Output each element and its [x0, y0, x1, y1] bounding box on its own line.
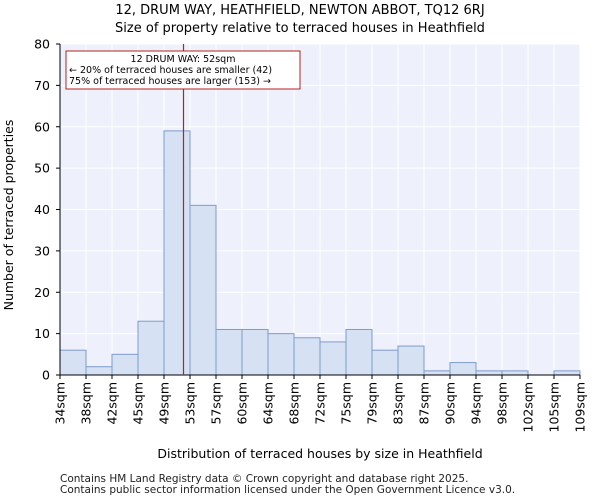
x-tick-label: 64sqm [261, 382, 276, 425]
y-tick-label: 40 [34, 202, 50, 217]
histogram-bar [371, 349, 399, 376]
x-tick-label: 60sqm [235, 382, 250, 425]
histogram-bar [85, 366, 113, 376]
histogram-bar [475, 370, 503, 376]
x-tick-label: 109sqm [573, 382, 588, 432]
annotation-line-1: 12 DRUM WAY: 52sqm [131, 54, 236, 65]
chart-subtitle: Size of property relative to terraced ho… [115, 21, 485, 36]
y-tick-label: 60 [34, 119, 50, 134]
x-tick-label: 87sqm [417, 382, 432, 425]
histogram-bar [163, 130, 191, 376]
x-tick-label: 68sqm [287, 382, 302, 425]
histogram-bar [423, 370, 451, 376]
x-tick-label: 105sqm [547, 382, 562, 432]
histogram-bar [215, 328, 243, 376]
x-tick-label: 94sqm [469, 382, 484, 425]
y-tick-label: 10 [34, 326, 50, 341]
chart-title: 12, DRUM WAY, HEATHFIELD, NEWTON ABBOT, … [115, 3, 485, 18]
y-tick-label: 70 [34, 78, 50, 93]
x-tick-label: 79sqm [365, 382, 380, 425]
x-tick-label: 57sqm [209, 382, 224, 425]
y-tick-label: 30 [34, 243, 50, 258]
x-axis-label: Distribution of terraced houses by size … [157, 446, 482, 461]
histogram-bar [293, 337, 321, 376]
x-tick-label: 45sqm [131, 382, 146, 425]
y-axis-label: Number of terraced properties [1, 120, 16, 311]
x-tick-label: 42sqm [105, 382, 120, 425]
x-tick-label: 34sqm [53, 382, 68, 425]
y-tick-label: 80 [34, 37, 50, 52]
annotation-line-2: ← 20% of terraced houses are smaller (42… [69, 65, 272, 76]
x-tick-label: 102sqm [521, 382, 536, 432]
footer-line-2: Contains public sector information licen… [60, 484, 516, 496]
y-tick-label: 50 [34, 161, 50, 176]
histogram-bar [449, 362, 477, 376]
x-tick-label: 72sqm [313, 382, 328, 425]
histogram-bar [345, 328, 373, 376]
x-tick-label: 38sqm [79, 382, 94, 425]
x-tick-label: 98sqm [495, 382, 510, 425]
x-tick-label: 83sqm [391, 382, 406, 425]
x-tick-label: 49sqm [157, 382, 172, 425]
footer-line-1: Contains HM Land Registry data © Crown c… [60, 473, 469, 485]
annotation-box [65, 50, 301, 90]
annotation-line-3: 75% of terraced houses are larger (153) … [69, 76, 271, 87]
x-tick-label: 75sqm [339, 382, 354, 425]
histogram-bar [553, 370, 581, 376]
histogram-bar [111, 353, 139, 376]
histogram-bar [501, 370, 529, 376]
histogram-bar [241, 328, 269, 376]
y-tick-label: 0 [42, 368, 50, 383]
x-tick-label: 53sqm [183, 382, 198, 425]
histogram-bar [267, 333, 295, 376]
histogram-bar [189, 204, 217, 376]
y-tick-label: 20 [34, 285, 50, 300]
x-tick-label: 90sqm [443, 382, 458, 425]
histogram-bar [397, 345, 425, 376]
histogram-bar [59, 349, 87, 376]
histogram-bar [137, 320, 165, 376]
histogram-bar [319, 341, 347, 376]
